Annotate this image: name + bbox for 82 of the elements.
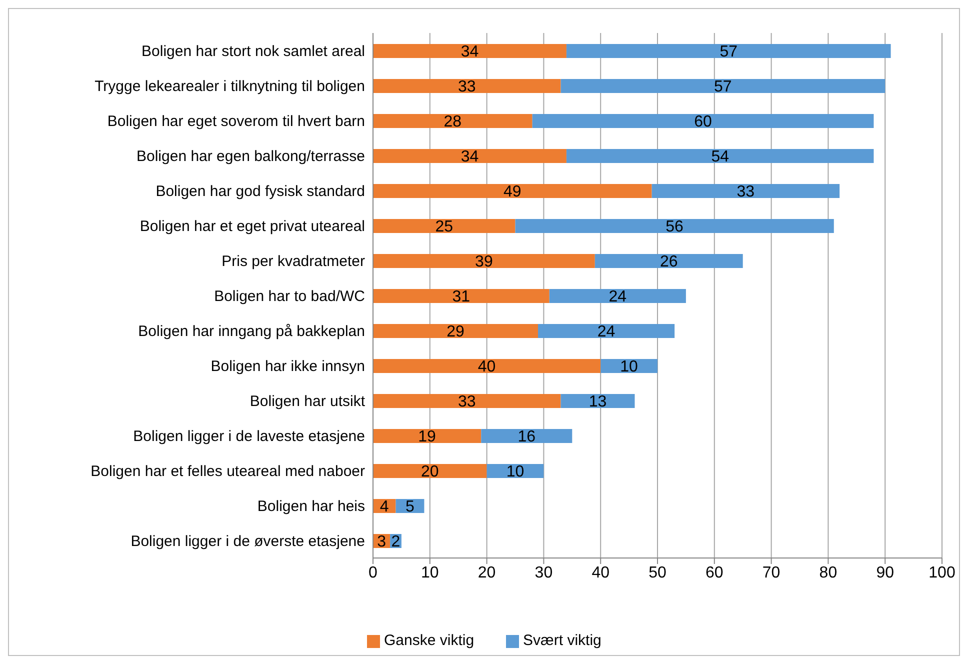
x-tick-label: 20: [478, 564, 496, 582]
data-label: 2: [391, 534, 400, 551]
data-label: 34: [460, 148, 479, 166]
bar: [532, 114, 874, 128]
data-label: 56: [666, 218, 684, 236]
y-tick-label: Boligen har egen balkong/terrasse: [136, 148, 365, 165]
y-tick-label: Pris per kvadratmeter: [222, 252, 365, 270]
bar: [373, 289, 550, 303]
data-label: 33: [458, 78, 476, 96]
y-tick-label: Boligen har to bad/WC: [214, 288, 366, 305]
bar: [566, 44, 891, 58]
data-label: 31: [452, 288, 470, 306]
data-label: 24: [608, 288, 627, 306]
bar: [373, 44, 566, 58]
data-label: 33: [736, 184, 755, 201]
data-label: 25: [435, 218, 454, 236]
data-label: 3: [377, 534, 386, 551]
data-label: 26: [660, 254, 678, 271]
y-tick-label: Boligen har utsikt: [250, 392, 366, 410]
data-label: 54: [711, 148, 730, 166]
bar: [373, 114, 532, 128]
data-label: 24: [597, 324, 616, 341]
bar: [566, 149, 874, 163]
bar: [373, 324, 538, 338]
data-label: 34: [460, 44, 479, 61]
data-label: 16: [518, 428, 536, 446]
y-tick-label: Boligen har eget soverom til hvert barn: [107, 112, 365, 130]
y-tick-label: Boligen ligger i de øverste etasjene: [130, 532, 365, 550]
x-tick-label: 70: [762, 564, 780, 582]
x-tick-label: 100: [928, 564, 956, 582]
x-tick-label: 10: [421, 564, 439, 582]
y-tick-label: Boligen ligger i de laveste etasjene: [133, 428, 365, 445]
bar: [373, 464, 487, 478]
x-tick-label: 0: [368, 564, 378, 582]
data-label: 10: [506, 464, 524, 481]
data-label: 4: [380, 498, 389, 516]
data-label: 49: [504, 184, 522, 201]
y-tick-label: Boligen har heis: [257, 498, 365, 515]
y-tick-label: Trygge lekearealer i tilknytning til boligen: [94, 78, 365, 95]
data-label: 57: [720, 44, 738, 61]
legend-label: Ganske viktig: [384, 632, 474, 649]
x-tick-label: 50: [648, 564, 666, 582]
bar: [373, 254, 595, 268]
bar: [373, 394, 561, 408]
bar: [515, 219, 834, 233]
bar: [560, 79, 886, 93]
data-label: 33: [458, 394, 476, 411]
data-label: 57: [714, 78, 732, 96]
data-label: 10: [620, 358, 638, 376]
data-label: 28: [444, 114, 462, 131]
y-tick-label: Boligen har et felles uteareal med naboer: [90, 462, 366, 480]
bar: [373, 219, 516, 233]
bar: [549, 289, 686, 303]
x-tick-label: 90: [876, 564, 894, 582]
y-tick-label: Boligen har stort nok samlet areal: [142, 42, 365, 60]
bar: [373, 184, 652, 198]
x-tick-label: 40: [592, 564, 610, 582]
bar: [373, 79, 561, 93]
x-tick-label: 30: [534, 564, 553, 582]
x-tick-label: 60: [706, 564, 724, 582]
bar: [538, 324, 675, 338]
y-tick-label: Boligen har et eget privat uteareal: [140, 218, 365, 235]
data-label: 5: [406, 498, 415, 516]
y-tick-label: Boligen har ikke innsyn: [210, 358, 365, 375]
data-label: 39: [475, 254, 493, 271]
data-label: 13: [588, 394, 607, 411]
bar: [373, 149, 566, 163]
x-tick-label: 80: [819, 564, 838, 582]
bar: [652, 184, 840, 198]
y-tick-label: Boligen har inngang på bakkeplan: [138, 322, 365, 340]
data-label: 20: [421, 464, 439, 481]
y-tick-label: Boligen har god fysisk standard: [156, 182, 365, 200]
data-label: 29: [446, 324, 465, 341]
data-label: 40: [478, 358, 496, 376]
bar: [373, 429, 482, 443]
bar: [594, 254, 743, 268]
bar: [560, 394, 635, 408]
data-label: 19: [418, 428, 436, 446]
bar: [373, 359, 601, 373]
legend-label: Svært viktig: [523, 632, 602, 649]
bar: [481, 429, 572, 443]
data-label: 60: [694, 114, 712, 131]
